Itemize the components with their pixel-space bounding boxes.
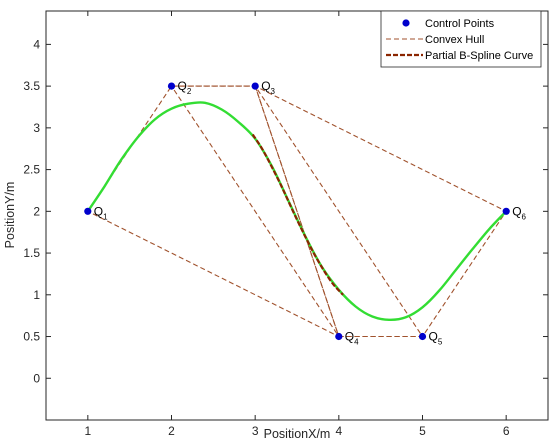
y-tick-label: 3: [33, 121, 40, 135]
control-point-q2: [167, 82, 176, 90]
x-tick-label: 5: [419, 424, 426, 438]
legend: Control Points Convex Hull Partial B-Spl…: [380, 10, 542, 68]
legend-control-points-marker: [402, 19, 410, 27]
y-tick-label: 2.5: [23, 163, 40, 177]
plot-area: [45, 10, 549, 421]
x-tick-label: 6: [503, 424, 510, 438]
legend-convex-hull-label: Convex Hull: [425, 34, 484, 46]
y-tick-label: 1: [33, 288, 40, 302]
x-tick-label: 3: [252, 424, 259, 438]
x-axis-title: PositionX/m: [264, 427, 331, 441]
y-tick-label: 4: [33, 37, 40, 51]
partial-curve-layer: [251, 133, 344, 296]
control-point-q6: [502, 207, 510, 215]
y-tick-label: 0.5: [23, 330, 40, 344]
x-tick-label: 1: [84, 424, 91, 438]
control-point-q1: [84, 207, 92, 215]
legend-partial-curve-label: Partial B-Spline Curve: [425, 50, 533, 62]
control-point-q5: [418, 332, 427, 341]
y-tick-label: 2: [33, 204, 40, 218]
y-axis-title: PositionY/m: [3, 182, 17, 249]
control-point-q4: [335, 332, 343, 341]
y-tick-label: 3.5: [23, 79, 40, 93]
legend-control-points-label: Control Points: [425, 18, 495, 30]
y-tick-label: 1.5: [23, 246, 40, 260]
y-tick-label: 0: [33, 371, 40, 385]
y-axis-ticks: 0 0.5 1 1.5 2 2.5 3 3.5 4: [23, 37, 548, 385]
x-tick-label: 2: [168, 424, 175, 438]
x-tick-label: 4: [335, 424, 342, 438]
control-point-q3: [251, 82, 259, 90]
partial-b-spline-curve: [251, 133, 344, 296]
